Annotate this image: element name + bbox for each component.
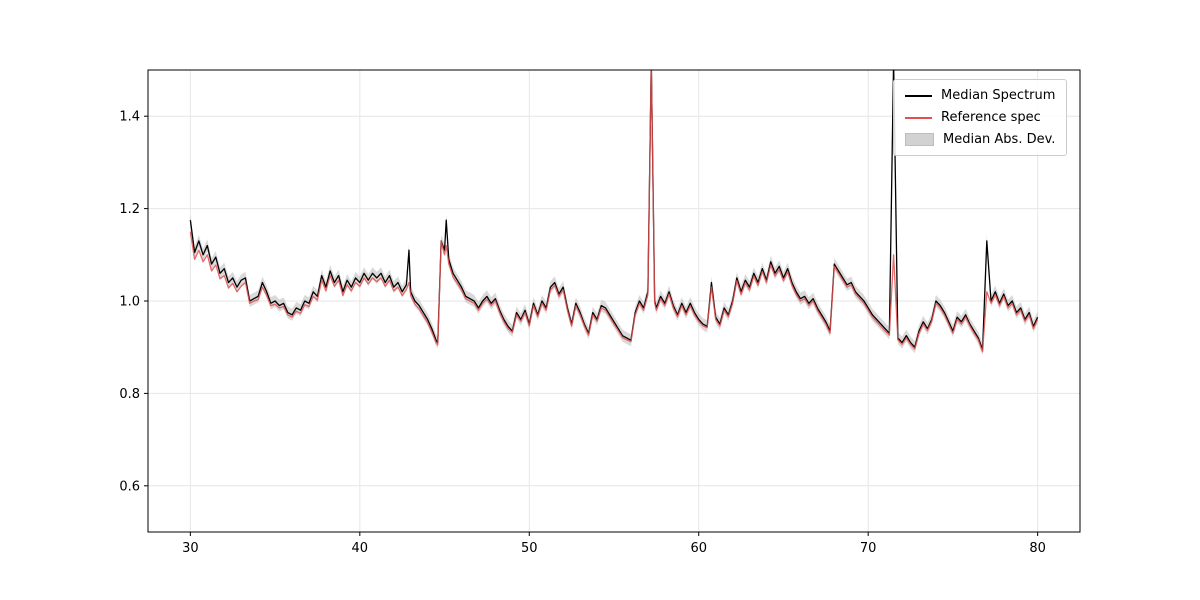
reference-line-swatch [905, 116, 932, 119]
svg-text:60: 60 [690, 541, 707, 556]
x-tick-labels: 30 40 50 60 70 80 [182, 532, 1046, 556]
median-line-swatch [905, 94, 932, 97]
svg-text:0.8: 0.8 [119, 387, 140, 402]
mad-band [190, 70, 1038, 356]
legend-label-median-abs-dev: Median Abs. Dev. [943, 132, 1056, 147]
svg-text:70: 70 [860, 541, 877, 556]
svg-text:40: 40 [352, 541, 369, 556]
legend-item-median-spectrum: Median Spectrum [905, 88, 1055, 103]
svg-text:50: 50 [521, 541, 538, 556]
median-spectrum-line [189, 70, 1039, 351]
reference-spec-line [189, 70, 1039, 353]
svg-text:0.6: 0.6 [119, 479, 140, 494]
legend: Median Spectrum Reference spec Median Ab… [893, 79, 1068, 156]
grid-lines [148, 70, 1080, 532]
svg-text:1.0: 1.0 [119, 295, 140, 310]
y-tick-labels: 0.6 0.8 1.0 1.2 1.4 [119, 110, 148, 494]
legend-label-median-spectrum: Median Spectrum [941, 88, 1056, 103]
svg-text:1.2: 1.2 [119, 202, 140, 217]
svg-text:30: 30 [182, 541, 199, 556]
svg-text:80: 80 [1029, 541, 1046, 556]
legend-item-median-abs-dev: Median Abs. Dev. [905, 132, 1055, 147]
legend-label-reference-spec: Reference spec [941, 110, 1041, 125]
legend-item-reference-spec: Reference spec [905, 110, 1055, 125]
mad-band-swatch [905, 133, 934, 146]
svg-text:1.4: 1.4 [119, 110, 140, 125]
